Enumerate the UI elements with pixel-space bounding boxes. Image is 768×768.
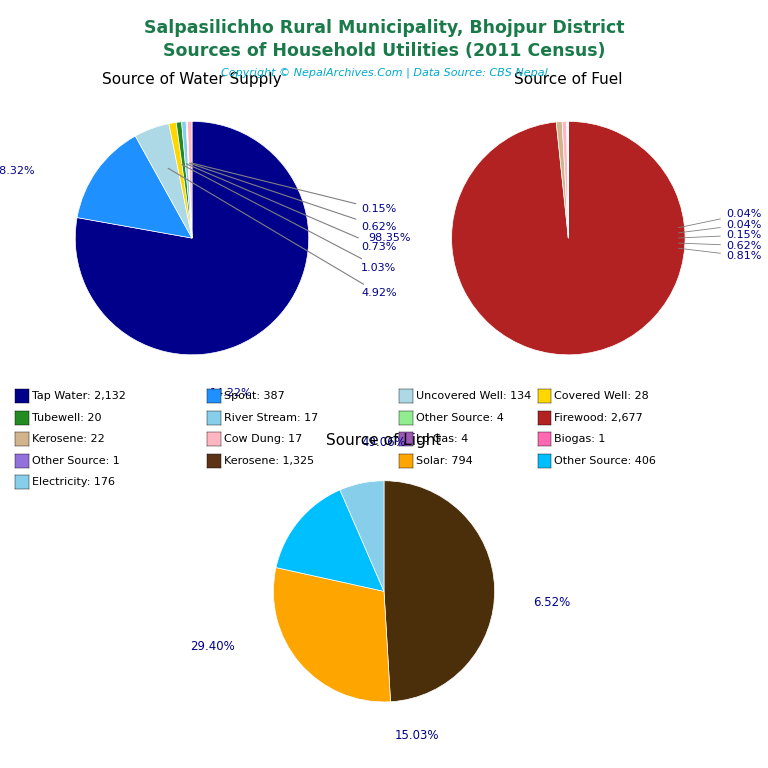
Title: Source of Water Supply: Source of Water Supply [102, 72, 282, 87]
Text: Other Source: 1: Other Source: 1 [32, 455, 120, 466]
Text: Salpasilichho Rural Municipality, Bhojpur District: Salpasilichho Rural Municipality, Bhojpu… [144, 19, 624, 37]
Text: River Stream: 17: River Stream: 17 [224, 412, 319, 423]
Wedge shape [273, 568, 391, 702]
Text: 0.62%: 0.62% [190, 164, 396, 232]
Text: 0.04%: 0.04% [678, 209, 761, 227]
Text: 98.35%: 98.35% [368, 233, 411, 243]
Wedge shape [135, 124, 192, 238]
Wedge shape [186, 121, 192, 238]
Title: Source of Fuel: Source of Fuel [514, 72, 623, 87]
Wedge shape [75, 121, 309, 355]
Text: Kerosene: 22: Kerosene: 22 [32, 434, 105, 445]
Text: 15.03%: 15.03% [395, 729, 439, 742]
Text: 1.03%: 1.03% [182, 164, 396, 273]
Wedge shape [169, 122, 192, 238]
Text: Other Source: 4: Other Source: 4 [416, 412, 504, 423]
Wedge shape [187, 121, 192, 238]
Wedge shape [556, 121, 568, 238]
Text: Biogas: 1: Biogas: 1 [554, 434, 606, 445]
Text: 78.32%: 78.32% [0, 166, 35, 176]
Wedge shape [77, 136, 192, 238]
Wedge shape [181, 121, 192, 238]
Text: Cow Dung: 17: Cow Dung: 17 [224, 434, 303, 445]
Text: 29.40%: 29.40% [190, 641, 235, 653]
Text: Sources of Household Utilities (2011 Census): Sources of Household Utilities (2011 Cen… [163, 42, 605, 60]
Text: Kerosene: 1,325: Kerosene: 1,325 [224, 455, 314, 466]
Wedge shape [562, 121, 568, 238]
Text: 0.62%: 0.62% [678, 240, 761, 250]
Text: 6.52%: 6.52% [533, 596, 571, 609]
Wedge shape [452, 121, 685, 355]
Text: Lp Gas: 4: Lp Gas: 4 [416, 434, 468, 445]
Text: Spout: 387: Spout: 387 [224, 391, 285, 402]
Text: 0.81%: 0.81% [678, 248, 761, 261]
Wedge shape [340, 481, 384, 591]
Text: Uncovered Well: 134: Uncovered Well: 134 [416, 391, 531, 402]
Text: Firewood: 2,677: Firewood: 2,677 [554, 412, 644, 423]
Text: 49.06%: 49.06% [362, 435, 406, 449]
Title: Source of Light: Source of Light [326, 433, 442, 448]
Wedge shape [176, 122, 192, 238]
Text: 14.22%: 14.22% [210, 388, 252, 398]
Text: Solar: 794: Solar: 794 [416, 455, 473, 466]
Text: 0.04%: 0.04% [678, 220, 761, 233]
Text: Electricity: 176: Electricity: 176 [32, 477, 115, 488]
Text: 4.92%: 4.92% [168, 168, 397, 299]
Text: 0.73%: 0.73% [186, 164, 396, 252]
Wedge shape [384, 481, 495, 702]
Text: 0.15%: 0.15% [678, 230, 761, 240]
Wedge shape [187, 121, 192, 238]
Text: Tap Water: 2,132: Tap Water: 2,132 [32, 391, 126, 402]
Text: Tubewell: 20: Tubewell: 20 [32, 412, 101, 423]
Wedge shape [567, 121, 568, 238]
Text: 0.15%: 0.15% [191, 163, 396, 214]
Text: Covered Well: 28: Covered Well: 28 [554, 391, 649, 402]
Wedge shape [276, 490, 384, 591]
Text: Other Source: 406: Other Source: 406 [554, 455, 657, 466]
Text: Copyright © NepalArchives.Com | Data Source: CBS Nepal: Copyright © NepalArchives.Com | Data Sou… [220, 68, 548, 78]
